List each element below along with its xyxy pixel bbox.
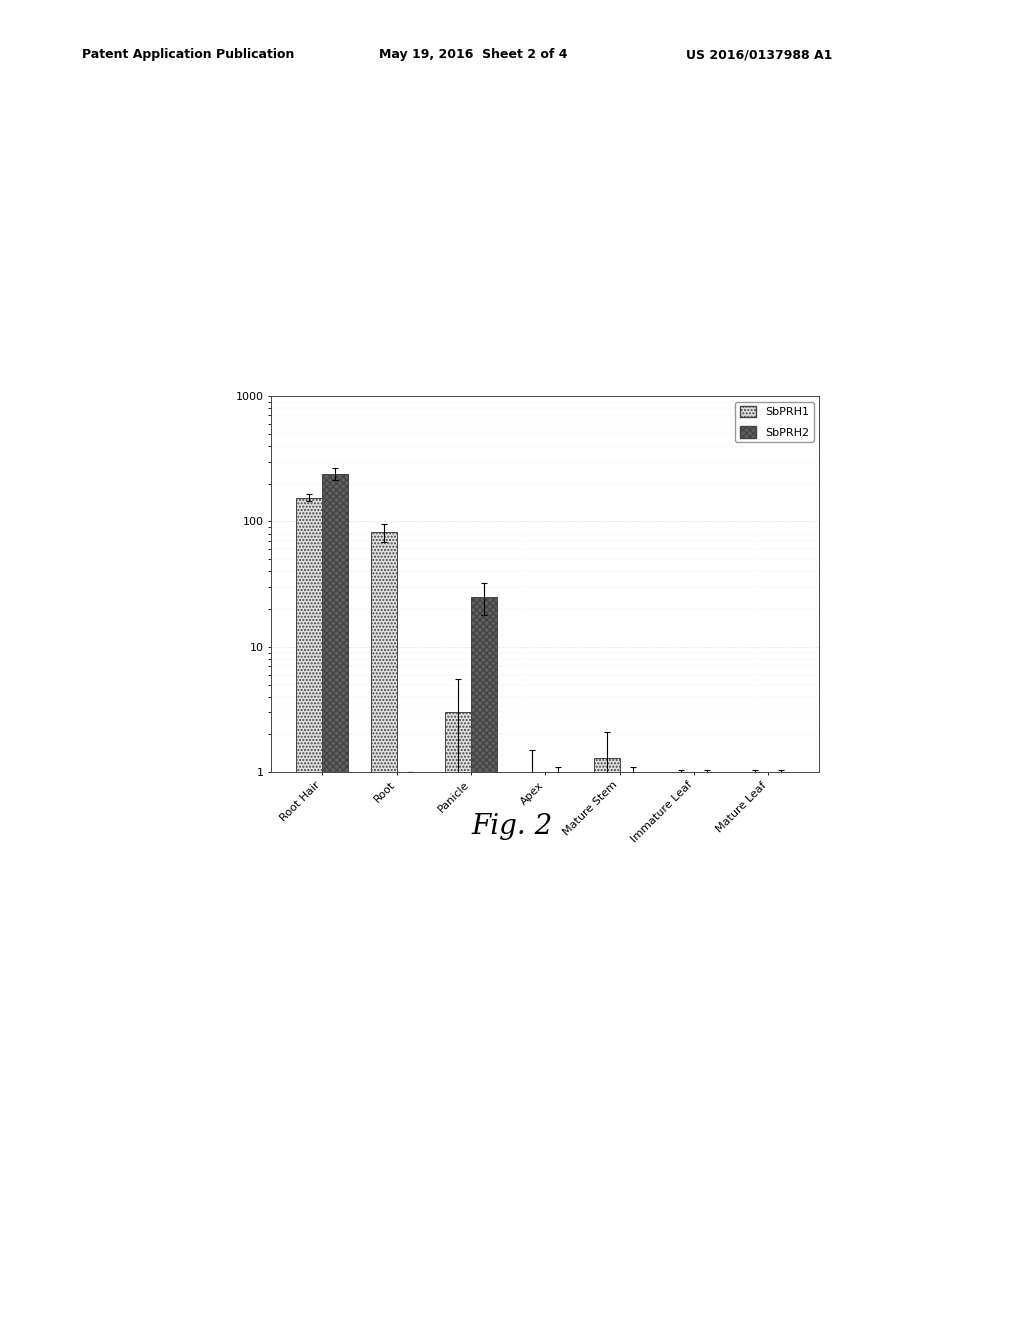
Bar	[620, 772, 645, 1320]
Text: Patent Application Publication: Patent Application Publication	[82, 48, 294, 61]
Bar	[323, 474, 348, 1320]
Bar	[296, 498, 323, 1320]
Bar	[371, 532, 396, 1320]
Bar	[471, 597, 497, 1320]
Bar	[694, 772, 720, 1320]
Text: May 19, 2016  Sheet 2 of 4: May 19, 2016 Sheet 2 of 4	[379, 48, 567, 61]
Text: US 2016/0137988 A1: US 2016/0137988 A1	[686, 48, 833, 61]
Bar	[519, 772, 546, 1320]
Bar	[668, 772, 694, 1320]
Bar	[768, 772, 795, 1320]
Bar	[396, 772, 423, 1320]
Bar	[445, 713, 471, 1320]
Bar	[594, 758, 620, 1320]
Bar	[742, 772, 768, 1320]
Bar	[546, 772, 571, 1320]
Text: Fig. 2: Fig. 2	[471, 813, 553, 841]
Legend: SbPRH1, SbPRH2: SbPRH1, SbPRH2	[735, 401, 814, 442]
